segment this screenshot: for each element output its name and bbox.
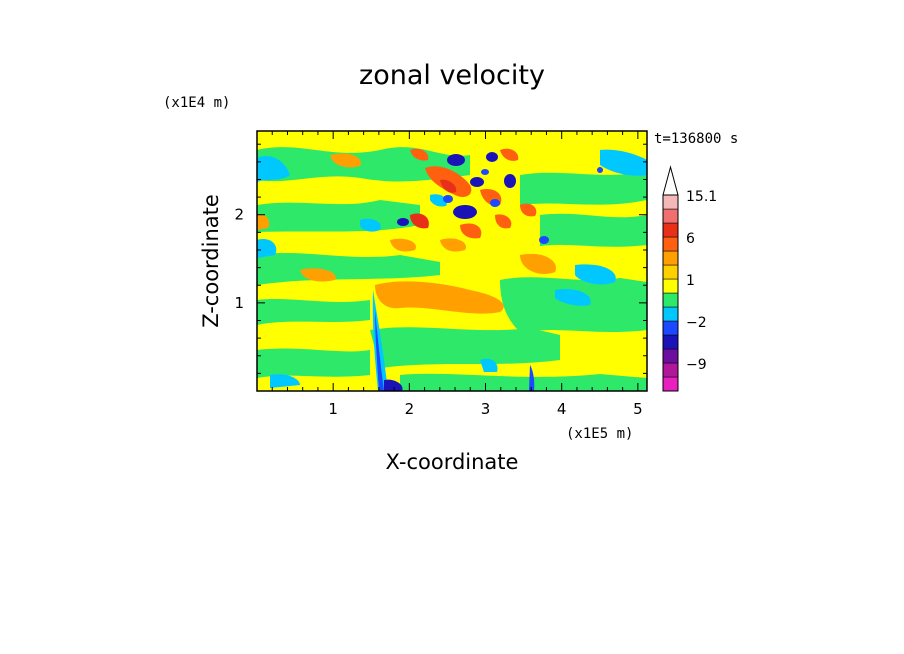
colorbar-swatch [662,334,679,350]
colorbar-label: −2 [686,315,707,331]
colorbar-extend-max [662,165,679,196]
field-band [370,327,560,368]
field-cold [453,205,477,219]
y-tick-label: 1 [234,294,244,312]
colorbar-swatch [662,222,679,238]
field-cold [504,174,516,188]
field-hot [520,203,537,217]
field-band [400,373,647,391]
x-tick-label: 3 [481,400,491,418]
field-band [257,200,420,232]
colorbar-swatch [662,306,679,322]
field-cold [470,177,484,187]
field-patch [480,358,498,372]
time-label: t=136800 s [654,131,738,147]
colorbar-swatch [662,348,679,364]
field-hot [410,213,429,229]
axes: 1 2 3 4 5 1 2 [234,131,647,418]
field-hot [495,214,512,229]
y-axis-title: Z-coordinate [199,194,223,328]
y-tick-label: 2 [234,206,244,224]
field-patch [575,264,616,285]
colorbar-swatch [662,194,679,210]
colorbar-swatch [662,250,679,266]
x-tick-label: 2 [405,400,415,418]
field-patch [555,288,591,306]
field-ridge [529,365,535,391]
field-cold [397,218,409,226]
field-warm [257,214,270,230]
contour-field [257,131,647,391]
field-patch [270,374,300,388]
x-tick-label: 4 [557,400,567,418]
field-ridge [375,310,384,391]
field-cold [490,199,500,207]
colorbar-swatch [662,292,679,308]
colorbar-label: −9 [686,357,707,373]
field-warm [440,238,466,252]
colorbar-label: 1 [686,273,695,289]
field-band [257,299,370,325]
field-warm [300,268,336,282]
colorbar-label: 15.1 [686,189,717,205]
colorbar-swatch [662,208,679,224]
colorbar-swatch [662,278,679,294]
colorbar-swatch [662,320,679,336]
colorbar-frame [662,194,679,392]
field-cold [447,154,465,166]
field-cold [481,169,489,175]
colorbar-swatch [662,236,679,252]
field-band [257,252,440,285]
field-band [520,172,647,205]
x-tick-label: 5 [633,400,643,418]
colorbar-swatch [662,376,679,392]
colorbar-swatch [662,362,679,378]
plot-frame [256,130,648,392]
field-cold [486,152,498,162]
field-hot [440,179,457,193]
field-cold [539,236,549,244]
field-band [540,213,647,247]
field-ridge [372,290,388,391]
field-hot [410,148,429,161]
colorbar: 15.1 6 1 −2 −9 [662,165,717,392]
field-cold [597,167,603,173]
y-unit-label: (x1E4 m) [163,95,230,111]
field-patch [430,194,447,207]
x-unit-label: (x1E5 m) [566,426,633,442]
field-warm [330,153,361,168]
field-hot [500,148,519,161]
field-patch [257,155,290,182]
field-patch [600,149,647,176]
field-warm [520,253,556,275]
x-axis-title: X-coordinate [386,450,519,474]
field-band [257,348,370,378]
colorbar-label: 6 [686,231,695,247]
field-patch [257,239,277,258]
field-ridge [384,379,403,391]
field-hot [460,223,482,239]
field-patch [360,218,381,232]
field-warm [375,281,504,314]
colorbar-swatch [662,264,679,280]
x-tick-label: 1 [328,400,338,418]
field-warm [390,238,416,252]
field-cold [443,195,453,203]
chart-title: zonal velocity [359,60,545,91]
